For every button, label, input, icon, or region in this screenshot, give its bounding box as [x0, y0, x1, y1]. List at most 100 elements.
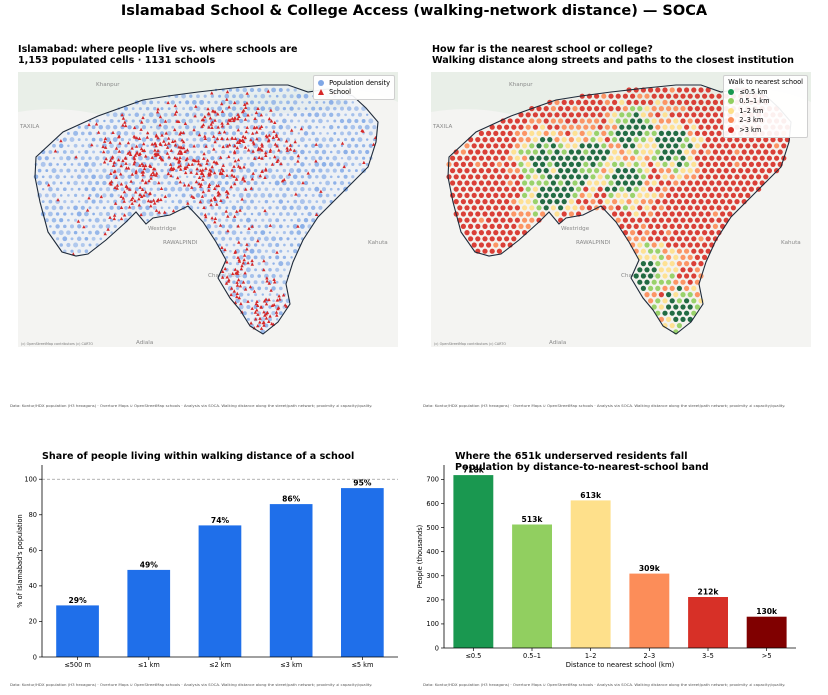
distance-cell	[493, 217, 499, 223]
distance-cell	[597, 124, 603, 130]
school-marker	[236, 128, 240, 132]
distance-cell	[543, 118, 549, 124]
distance-cell	[648, 223, 654, 229]
distance-cell	[532, 124, 538, 130]
population-cell	[354, 156, 359, 160]
map-panel-walk-distance[interactable]: Khanpur TAXILA Westridge RAWALPINDI Kahuta Ad…	[431, 72, 811, 347]
distance-cell	[655, 285, 661, 291]
population-cell	[62, 150, 67, 154]
distance-cell	[489, 124, 495, 130]
distance-cell	[633, 211, 639, 217]
distance-cell	[601, 143, 607, 149]
school-marker	[197, 162, 201, 166]
distance-cell	[478, 242, 484, 248]
population-cell	[210, 205, 215, 210]
population-cell	[236, 286, 240, 290]
school-marker	[225, 144, 230, 148]
population-cell	[268, 181, 272, 185]
distance-cell	[550, 192, 556, 198]
distance-cell	[691, 236, 697, 242]
population-cell	[163, 137, 168, 142]
distance-cell	[655, 273, 661, 279]
population-cell	[322, 199, 326, 204]
population-cell	[178, 175, 182, 179]
distance-cell	[759, 180, 765, 186]
school-marker	[196, 159, 200, 163]
distance-cell	[612, 174, 618, 180]
school-marker	[215, 202, 219, 206]
population-cell	[37, 156, 42, 161]
distance-cell	[774, 155, 780, 161]
school-marker	[167, 155, 171, 159]
distance-cell	[756, 161, 762, 167]
school-marker	[258, 126, 262, 130]
bar-2–3	[629, 573, 670, 648]
distance-cell	[698, 99, 704, 105]
school-marker	[194, 159, 198, 163]
population-cell	[362, 156, 366, 160]
school-marker	[246, 148, 251, 152]
population-cell	[261, 293, 264, 296]
distance-cell	[453, 161, 459, 167]
population-cell	[368, 131, 373, 136]
distance-cell	[727, 161, 733, 167]
distance-cell	[680, 205, 686, 211]
distance-cell	[586, 192, 592, 198]
population-cell	[109, 168, 114, 173]
population-cell	[303, 180, 309, 186]
distance-cell	[525, 137, 531, 143]
distance-cell	[500, 168, 506, 174]
distance-cell	[482, 161, 488, 167]
distance-cell	[759, 143, 765, 149]
distance-cell	[691, 298, 697, 304]
school-marker	[119, 205, 124, 209]
population-cell	[243, 212, 247, 216]
distance-cell	[583, 99, 589, 105]
school-marker	[112, 213, 117, 217]
distance-cell	[691, 99, 697, 105]
population-cell	[59, 194, 63, 197]
distance-cell	[518, 186, 524, 192]
school-marker	[263, 313, 267, 317]
population-cell	[289, 230, 294, 235]
distance-cell	[540, 161, 546, 167]
distance-cell	[720, 211, 726, 217]
population-cell	[357, 112, 363, 117]
distance-cell	[525, 199, 531, 205]
population-cell	[84, 211, 89, 217]
distance-cell	[511, 137, 517, 143]
distance-cell	[604, 99, 610, 105]
population-cell	[70, 212, 74, 216]
population-cell	[192, 186, 197, 192]
distance-cell	[648, 99, 654, 105]
school-marker	[221, 144, 225, 149]
population-cell	[232, 157, 236, 160]
population-cell	[268, 231, 272, 234]
distance-cell	[543, 155, 549, 161]
school-marker	[260, 156, 264, 160]
population-cell	[229, 187, 232, 191]
chart-2-title: Where the 651k underserved residents fal…	[455, 451, 709, 473]
distance-cell	[594, 118, 600, 124]
population-cell	[44, 218, 49, 223]
school-marker	[112, 216, 116, 221]
school-marker	[132, 162, 136, 166]
distance-cell	[748, 149, 754, 155]
population-cell	[127, 174, 132, 179]
population-cell	[73, 242, 79, 248]
distance-cell	[608, 168, 614, 174]
population-cell	[76, 236, 82, 242]
population-cell	[98, 137, 103, 142]
distance-cell	[658, 292, 664, 298]
distance-cell	[712, 199, 718, 205]
school-marker	[264, 134, 268, 138]
distance-cell	[450, 168, 456, 174]
school-marker	[53, 149, 58, 153]
distance-cell	[446, 174, 452, 180]
place-label-map2: Khanpur	[509, 82, 533, 88]
data-credit-1: Data: Kontur/HDX population (H3 hexagons…	[10, 403, 373, 408]
school-marker	[117, 149, 121, 153]
population-cell	[103, 119, 106, 123]
map-panel-population-schools[interactable]: Khanpur TAXILA Westridge RAWALPINDI Kahuta Ad…	[18, 72, 398, 347]
school-marker	[274, 134, 279, 138]
